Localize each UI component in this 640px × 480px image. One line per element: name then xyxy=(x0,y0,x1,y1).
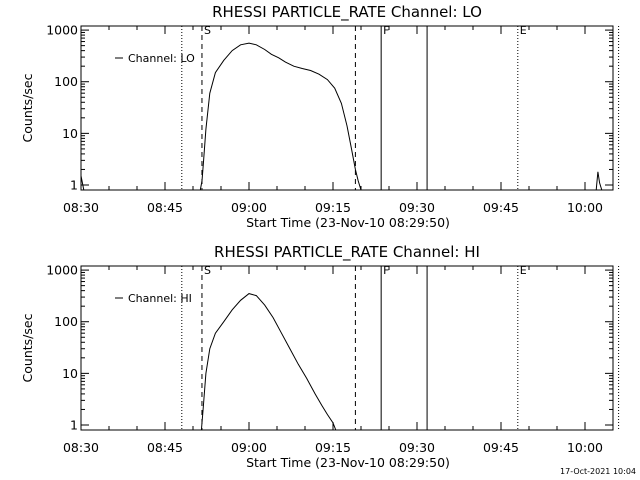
plot-frame xyxy=(80,265,614,431)
x-tick-label: 10:00 xyxy=(567,440,603,455)
x-tick-label: 09:00 xyxy=(231,440,267,455)
x-tick-label: 09:00 xyxy=(231,200,267,215)
y-tick-label: 1000 xyxy=(46,263,78,278)
y-tick-label: 10 xyxy=(62,366,78,381)
event-marker-label: F xyxy=(383,24,389,37)
plot-frame xyxy=(80,25,614,191)
chart-title: RHESSI PARTICLE_RATE Channel: HI xyxy=(214,243,480,262)
x-tick-label: 09:15 xyxy=(315,200,351,215)
y-tick-label: 10 xyxy=(62,126,78,141)
event-marker-label: E xyxy=(520,24,527,37)
event-marker-label: S xyxy=(204,264,211,277)
data-series-line xyxy=(81,42,613,190)
x-tick-label: 08:45 xyxy=(147,200,183,215)
chart-title: RHESSI PARTICLE_RATE Channel: LO xyxy=(212,3,482,22)
y-tick-label: 1 xyxy=(70,177,78,192)
y-axis-label: Counts/sec xyxy=(20,313,35,382)
y-tick-label: 100 xyxy=(54,314,78,329)
y-axis-label: Counts/sec xyxy=(20,73,35,142)
chart-panel-1: RHESSI PARTICLE_RATE Channel: LO Counts/s… xyxy=(20,3,620,230)
event-marker-label: E xyxy=(520,264,527,277)
event-marker-label: S xyxy=(204,24,211,37)
legend-label: Channel: LO xyxy=(128,52,195,65)
x-tick-label: 09:45 xyxy=(483,200,519,215)
x-tick-label: 09:30 xyxy=(399,200,435,215)
x-tick-label: 10:00 xyxy=(567,200,603,215)
x-tick-label: 08:30 xyxy=(63,200,99,215)
event-marker-label: F xyxy=(383,264,389,277)
y-tick-label: 1000 xyxy=(46,23,78,38)
chart-panel-2: RHESSI PARTICLE_RATE Channel: HI Counts/s… xyxy=(20,243,620,470)
legend-label: Channel: HI xyxy=(128,292,192,305)
x-axis-label: Start Time (23-Nov-10 08:29:50) xyxy=(246,215,450,230)
x-tick-label: 09:15 xyxy=(315,440,351,455)
x-tick-label: 08:30 xyxy=(63,440,99,455)
footer-timestamp: 17-Oct-2021 10:04 xyxy=(560,467,636,476)
x-tick-label: 08:45 xyxy=(147,440,183,455)
data-series-line xyxy=(200,293,337,430)
x-tick-label: 09:45 xyxy=(483,440,519,455)
y-tick-label: 1 xyxy=(70,417,78,432)
y-tick-label: 100 xyxy=(54,74,78,89)
x-tick-label: 09:30 xyxy=(399,440,435,455)
x-axis-label: Start Time (23-Nov-10 08:29:50) xyxy=(246,455,450,470)
